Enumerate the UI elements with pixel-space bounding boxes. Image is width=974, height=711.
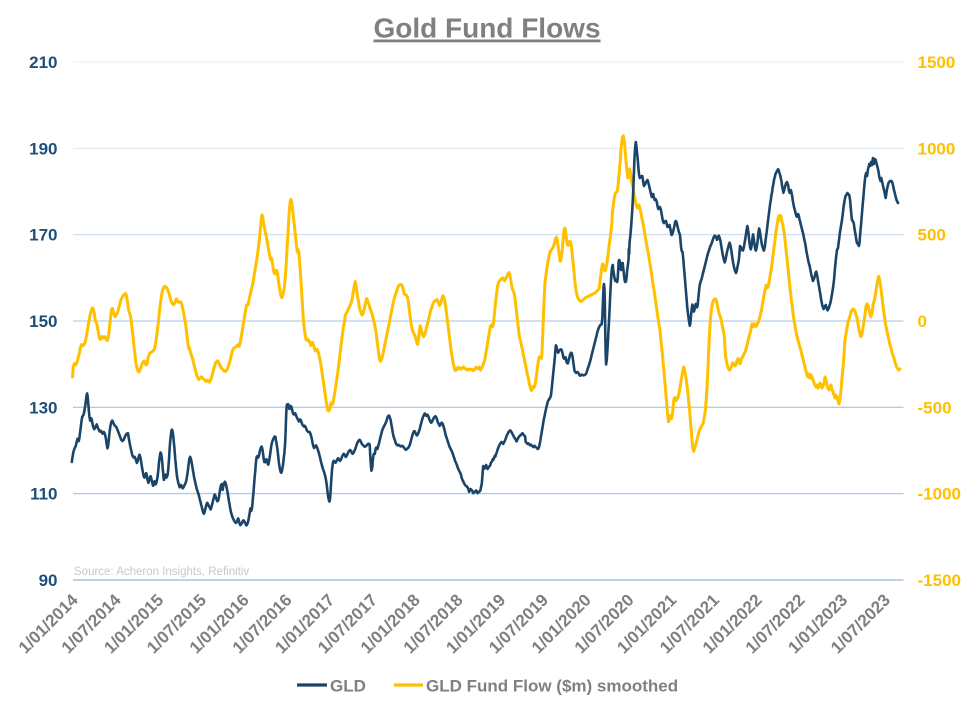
- svg-text:1500: 1500: [918, 53, 956, 72]
- svg-text:0: 0: [918, 312, 927, 331]
- svg-text:150: 150: [29, 312, 57, 331]
- svg-text:Gold Fund Flows: Gold Fund Flows: [373, 13, 600, 44]
- svg-text:-1500: -1500: [918, 571, 961, 590]
- svg-text:110: 110: [30, 485, 57, 504]
- svg-text:-500: -500: [918, 398, 952, 417]
- svg-text:Source: Acheron Insights, Refi: Source: Acheron Insights, Refinitiv: [74, 566, 249, 578]
- svg-text:500: 500: [918, 226, 946, 245]
- svg-text:-1000: -1000: [918, 485, 961, 504]
- svg-text:170: 170: [29, 226, 57, 245]
- svg-text:1000: 1000: [918, 139, 956, 158]
- svg-text:210: 210: [29, 53, 57, 72]
- svg-text:190: 190: [29, 139, 57, 158]
- svg-text:130: 130: [29, 398, 57, 417]
- svg-text:90: 90: [39, 571, 58, 590]
- svg-text:GLD Fund Flow ($m) smoothed: GLD Fund Flow ($m) smoothed: [426, 677, 678, 696]
- svg-text:GLD: GLD: [330, 677, 366, 696]
